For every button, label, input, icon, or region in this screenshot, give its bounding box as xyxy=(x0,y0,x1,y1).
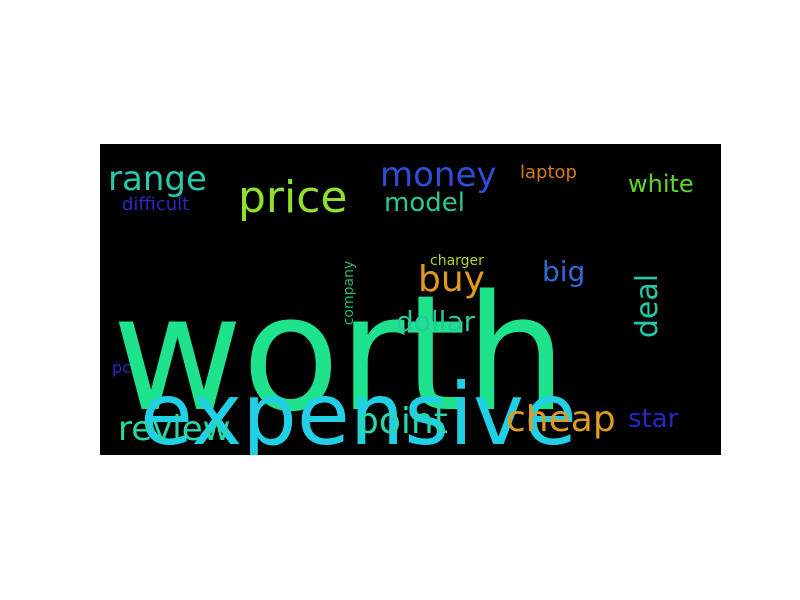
word-expensive: expensive xyxy=(140,365,577,455)
word-white: white xyxy=(628,170,694,198)
word-deal: deal xyxy=(630,273,665,339)
word-model: model xyxy=(384,188,465,218)
word-buy: buy xyxy=(418,259,485,300)
word-point: point xyxy=(356,401,448,442)
word-difficult: difficult xyxy=(122,194,190,215)
word-company: company xyxy=(341,260,357,326)
word-range: range xyxy=(108,159,207,199)
word-laptop: laptop xyxy=(520,162,577,183)
word-worth: worth xyxy=(112,260,567,447)
word-cloud: worth expensive price money range laptop… xyxy=(100,144,721,455)
word-money: money xyxy=(380,155,497,195)
word-price: price xyxy=(238,172,348,223)
word-pc: pc xyxy=(112,358,131,377)
word-big: big xyxy=(542,255,586,288)
word-review: review xyxy=(118,409,231,449)
word-cheap: cheap xyxy=(506,399,616,440)
word-dollar: dollar xyxy=(396,305,476,338)
word-star: star xyxy=(628,404,679,434)
word-charger: charger xyxy=(430,253,484,269)
